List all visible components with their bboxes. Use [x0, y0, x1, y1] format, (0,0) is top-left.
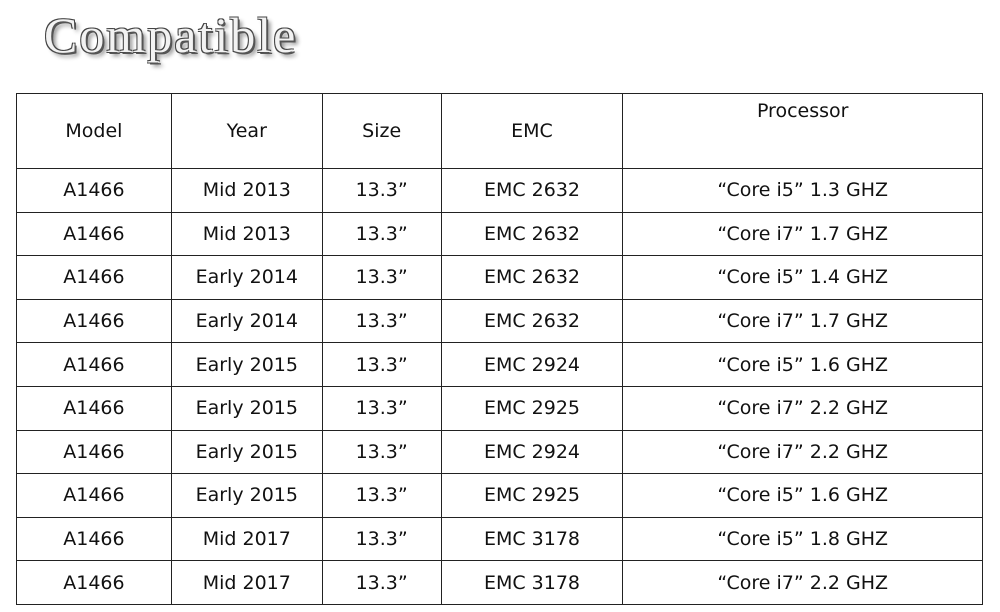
table-row: A1466 Mid 2013 13.3” EMC 2632 “Core i7” 1.7 …: [16, 211, 983, 257]
table-cell: EMC 2632: [440, 211, 624, 257]
table-cell: EMC 2632: [440, 168, 624, 213]
table-cell: Mid 2017: [170, 560, 323, 605]
table-cell: 13.3”: [321, 473, 442, 518]
table-cell: A1466: [16, 342, 172, 387]
table-cell: “Core i5” 1.6 GHZ: [622, 342, 983, 387]
table-cell: A1466: [16, 255, 172, 300]
table-row: A1466 Early 2015 13.3” EMC 2925 “Core i7” 2.…: [16, 385, 983, 431]
table-cell: A1466: [16, 211, 172, 257]
table-row: A1466 Early 2014 13.3” EMC 2632 “Core i5” 1.…: [16, 255, 983, 300]
table-cell: Mid 2013: [170, 168, 323, 213]
table-cell: “Core i7” 2.2 GHZ: [622, 429, 983, 475]
table-cell: EMC 2924: [440, 342, 624, 387]
table-cell: 13.3”: [321, 516, 442, 562]
table-row: A1466 Mid 2013 13.3” EMC 2632 “Core i5” 1.3 …: [16, 168, 983, 213]
table-cell: EMC 2925: [440, 473, 624, 518]
table-cell: 13.3”: [321, 211, 442, 257]
table-cell: “Core i7” 1.7 GHZ: [622, 298, 983, 344]
table-cell: A1466: [16, 385, 172, 431]
table-cell: “Core i5” 1.6 GHZ: [622, 473, 983, 518]
header-cell: Model: [16, 93, 172, 169]
header-cell: Processor: [622, 93, 983, 169]
table-cell: EMC 2925: [440, 385, 624, 431]
table-cell: EMC 3178: [440, 516, 624, 562]
table-row: A1466 Early 2015 13.3” EMC 2925 “Core i5” 1.…: [16, 473, 983, 518]
table-cell: A1466: [16, 298, 172, 344]
title: Compatible: [44, 7, 298, 63]
table-cell: Mid 2013: [170, 211, 323, 257]
table-row: A1466 Early 2015 13.3” EMC 2924 “Core i5” 1.…: [16, 342, 983, 387]
table-cell: A1466: [16, 429, 172, 475]
header-row: Model Year Size EMC Processor: [16, 93, 983, 169]
table-cell: 13.3”: [321, 168, 442, 213]
table-cell: Early 2015: [170, 385, 323, 431]
table-cell: Early 2014: [170, 298, 323, 344]
table-cell: Early 2015: [170, 473, 323, 518]
header-cell: Size: [321, 93, 442, 169]
table-cell: “Core i5” 1.3 GHZ: [622, 168, 983, 213]
table-cell: “Core i7” 2.2 GHZ: [622, 385, 983, 431]
table-cell: EMC 2632: [440, 298, 624, 344]
table-cell: EMC 3178: [440, 560, 624, 605]
table-cell: 13.3”: [321, 429, 442, 475]
table-cell: A1466: [16, 473, 172, 518]
table-cell: A1466: [16, 516, 172, 562]
table-cell: EMC 2924: [440, 429, 624, 475]
header-cell: Year: [170, 93, 323, 169]
table-cell: “Core i7” 1.7 GHZ: [622, 211, 983, 257]
table-cell: 13.3”: [321, 298, 442, 344]
table-cell: 13.3”: [321, 560, 442, 605]
table-row: A1466 Mid 2017 13.3” EMC 3178 “Core i7” 2.2 …: [16, 560, 983, 605]
table-cell: 13.3”: [321, 255, 442, 300]
table-row: A1466 Mid 2017 13.3” EMC 3178 “Core i5” 1.8 …: [16, 516, 983, 562]
compat-table: Model Year Size EMC Processor A1466 Mid 2013 1…: [16, 93, 983, 605]
table-cell: Early 2015: [170, 342, 323, 387]
table-cell: A1466: [16, 168, 172, 213]
table-row: A1466 Early 2014 13.3” EMC 2632 “Core i7” 1.…: [16, 298, 983, 344]
table-cell: Mid 2017: [170, 516, 323, 562]
table-cell: “Core i5” 1.4 GHZ: [622, 255, 983, 300]
table-cell: 13.3”: [321, 342, 442, 387]
table-cell: A1466: [16, 560, 172, 605]
header-cell: EMC: [440, 93, 624, 169]
table-cell: Early 2015: [170, 429, 323, 475]
table-cell: EMC 2632: [440, 255, 624, 300]
table-cell: 13.3”: [321, 385, 442, 431]
table-cell: “Core i7” 2.2 GHZ: [622, 560, 983, 605]
table-cell: “Core i5” 1.8 GHZ: [622, 516, 983, 562]
table-cell: Early 2014: [170, 255, 323, 300]
table-body: A1466 Mid 2013 13.3” EMC 2632 “Core i5” 1.3 …: [16, 168, 983, 605]
table-row: A1466 Early 2015 13.3” EMC 2924 “Core i7” 2.…: [16, 429, 983, 475]
